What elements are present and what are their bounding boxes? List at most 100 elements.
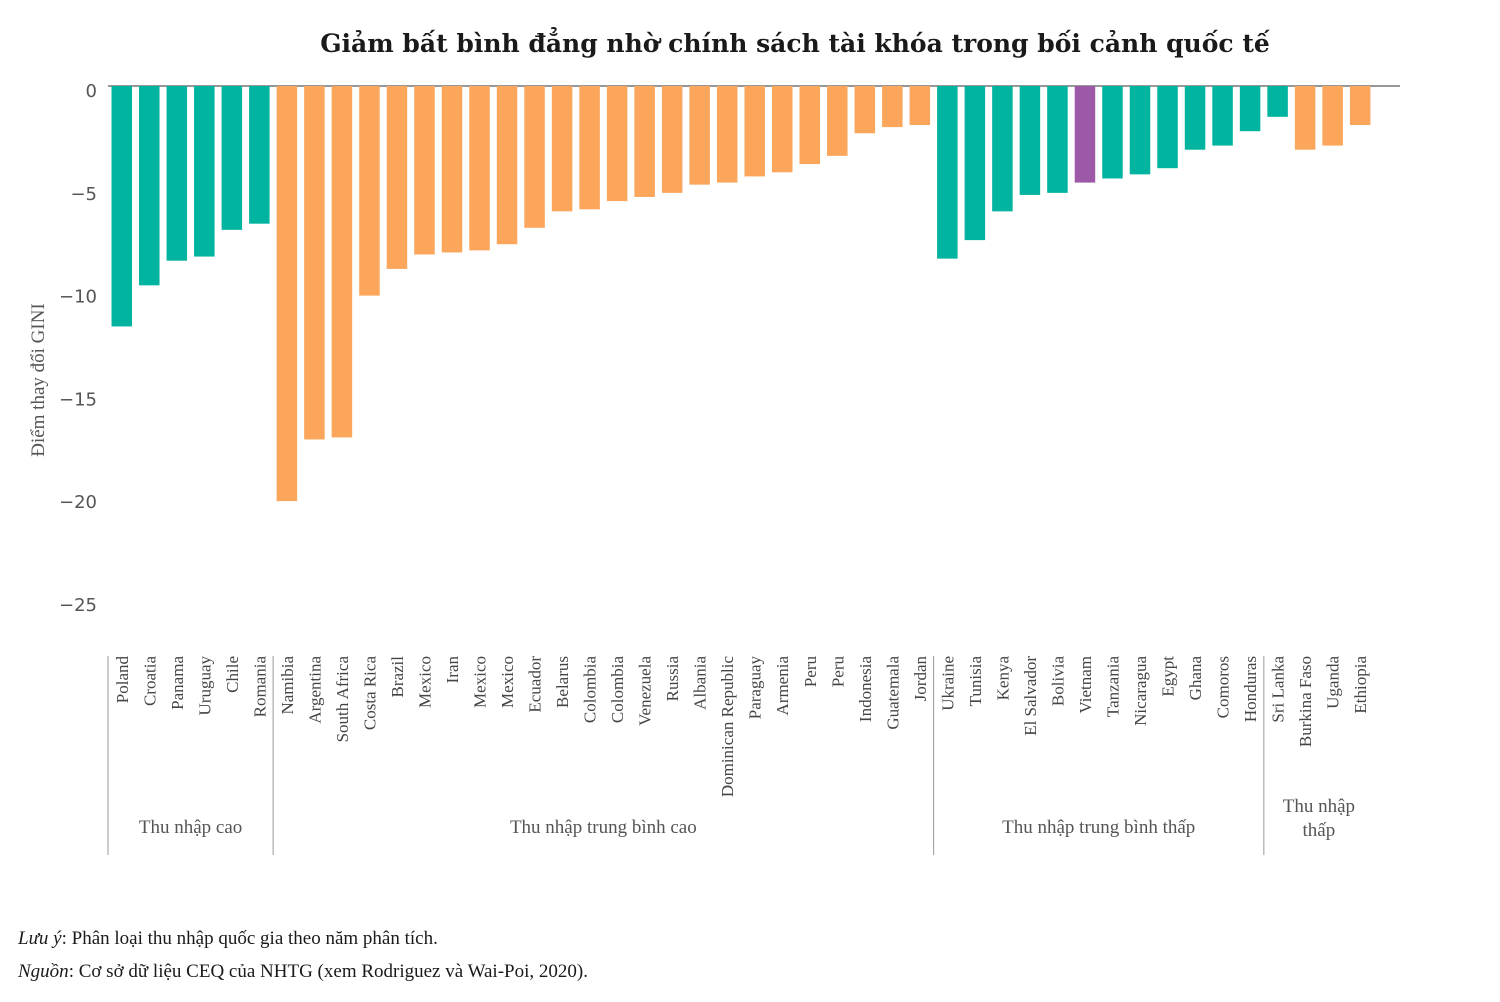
category-label: Ukraine bbox=[938, 656, 957, 711]
category-label: Albania bbox=[691, 656, 710, 710]
bar bbox=[139, 86, 160, 286]
bar bbox=[304, 86, 325, 440]
category-label: Russia bbox=[663, 656, 682, 702]
category-label: Peru bbox=[801, 656, 820, 688]
y-tick-label: −20 bbox=[59, 492, 97, 513]
category-label: Colombia bbox=[581, 656, 600, 724]
bar bbox=[1239, 86, 1261, 132]
bar bbox=[964, 86, 986, 241]
bar bbox=[854, 86, 876, 134]
bar bbox=[827, 86, 848, 156]
bar bbox=[111, 86, 133, 327]
bar bbox=[771, 86, 793, 173]
category-label: Romania bbox=[250, 656, 269, 718]
bar bbox=[1212, 86, 1233, 146]
source-line: Nguồn: Cơ sở dữ liệu CEQ của NHTG (xem R… bbox=[17, 961, 588, 982]
bar bbox=[1102, 86, 1123, 179]
bar bbox=[744, 86, 765, 177]
bar bbox=[1294, 86, 1316, 150]
bar bbox=[496, 86, 518, 245]
bar bbox=[221, 86, 243, 230]
bar bbox=[1019, 86, 1041, 195]
y-tick-label: −25 bbox=[59, 595, 97, 616]
bar bbox=[937, 86, 958, 259]
category-label: Burkina Faso bbox=[1296, 656, 1315, 747]
bar bbox=[909, 86, 931, 126]
category-label: Ethiopia bbox=[1351, 656, 1370, 714]
chart-title: Giảm bất bình đẳng nhờ chính sách tài kh… bbox=[320, 27, 1270, 58]
bar bbox=[1184, 86, 1206, 150]
source-text: : Cơ sở dữ liệu CEQ của NHTG (xem Rodrig… bbox=[69, 961, 588, 982]
category-labels: Poland Croatia Panama Uruguay Chile Romania Na… bbox=[113, 656, 1370, 798]
category-label: Peru bbox=[828, 656, 847, 688]
category-label: Mexico bbox=[471, 656, 490, 708]
bar bbox=[1047, 86, 1068, 193]
category-label: Uganda bbox=[1324, 656, 1343, 709]
category-label: Sri Lanka bbox=[1269, 656, 1288, 723]
category-label: Nicaragua bbox=[1131, 656, 1150, 726]
category-label: Iran bbox=[443, 656, 462, 684]
bar bbox=[1267, 86, 1288, 117]
y-axis-ticks: 0 −5 −10 −15 −20 −25 bbox=[59, 81, 97, 616]
bar bbox=[386, 86, 408, 269]
income-groups: Thu nhập cao Thu nhập trung bình cao Thu n… bbox=[107, 656, 1355, 855]
category-label: Croatia bbox=[140, 656, 159, 706]
y-axis-label: Điểm thay đổi GINI bbox=[28, 303, 49, 457]
bar bbox=[689, 86, 710, 185]
note-text: : Phân loại thu nhập quốc gia theo năm p… bbox=[62, 928, 438, 949]
y-tick-label: 0 bbox=[86, 81, 97, 102]
category-label: Venezuela bbox=[636, 656, 655, 726]
category-label: Tanzania bbox=[1103, 656, 1122, 718]
bar bbox=[276, 86, 298, 502]
bar bbox=[359, 86, 380, 296]
bar bbox=[249, 86, 270, 224]
category-label: Indonesia bbox=[856, 656, 875, 723]
bar bbox=[524, 86, 545, 228]
category-label: Guatemala bbox=[883, 656, 902, 730]
bar bbox=[166, 86, 188, 261]
y-tick-label: −10 bbox=[59, 287, 97, 308]
category-label: Bolivia bbox=[1048, 656, 1067, 707]
bar bbox=[1129, 86, 1151, 175]
y-tick-label: −5 bbox=[70, 184, 97, 205]
y-tick-label: −15 bbox=[59, 389, 97, 410]
category-label: Egypt bbox=[1159, 656, 1178, 697]
bar bbox=[1322, 86, 1343, 146]
bar bbox=[1157, 86, 1178, 169]
bar bbox=[634, 86, 655, 197]
note-label: Lưu ý bbox=[17, 928, 62, 949]
category-label: Belarus bbox=[553, 656, 572, 708]
category-label: Costa Rica bbox=[360, 656, 379, 731]
category-label: Poland bbox=[113, 656, 132, 704]
category-label: Panama bbox=[168, 656, 187, 710]
bar bbox=[606, 86, 628, 202]
category-label: Vietnam bbox=[1076, 656, 1095, 714]
bar bbox=[1074, 86, 1096, 183]
category-label: South Africa bbox=[333, 656, 352, 743]
bar bbox=[799, 86, 821, 165]
category-label: Ghana bbox=[1186, 656, 1205, 701]
category-label: Uruguay bbox=[195, 656, 214, 716]
note-line: Lưu ý: Phân loại thu nhập quốc gia theo … bbox=[17, 928, 438, 949]
bar bbox=[992, 86, 1013, 212]
category-label: Armenia bbox=[773, 656, 792, 716]
bars bbox=[111, 86, 1371, 502]
category-label: Brazil bbox=[388, 656, 407, 698]
category-label: Jordan bbox=[911, 656, 930, 702]
bar bbox=[1349, 86, 1371, 126]
category-label: Namibia bbox=[278, 656, 297, 715]
category-label: Honduras bbox=[1241, 656, 1260, 722]
category-label: Colombia bbox=[608, 656, 627, 724]
group-label: Thu nhập trung bình cao bbox=[510, 817, 697, 838]
source-label: Nguồn bbox=[17, 961, 69, 982]
category-label: Paraguay bbox=[746, 656, 765, 720]
bar bbox=[716, 86, 738, 183]
group-label: Thu nhập thấp bbox=[1283, 796, 1355, 841]
bar bbox=[331, 86, 353, 438]
group-label: Thu nhập trung bình thấp bbox=[1002, 817, 1195, 838]
category-label: Comoros bbox=[1214, 656, 1233, 718]
category-label: Kenya bbox=[993, 656, 1012, 701]
bar bbox=[579, 86, 600, 210]
bar bbox=[414, 86, 435, 255]
category-label: El Salvador bbox=[1021, 656, 1040, 736]
